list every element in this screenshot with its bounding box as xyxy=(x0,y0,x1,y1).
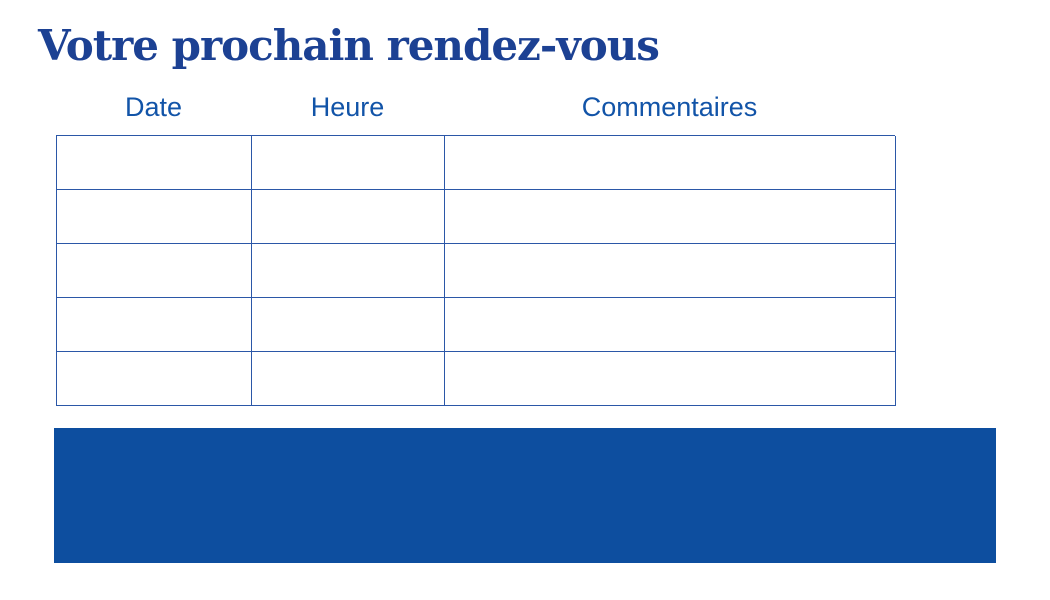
blue-banner xyxy=(54,428,996,563)
table-cell xyxy=(252,136,445,190)
table-cell xyxy=(57,298,252,352)
appointments-table xyxy=(56,135,896,406)
table-cell xyxy=(445,352,896,406)
column-header-heure: Heure xyxy=(310,91,385,122)
page-title: Votre prochain rendez-vous xyxy=(38,21,660,70)
table-cell xyxy=(252,298,445,352)
table-cell xyxy=(57,352,252,406)
table-cell xyxy=(445,298,896,352)
table-cell xyxy=(252,244,445,298)
table-cell xyxy=(252,190,445,244)
table-cell xyxy=(57,190,252,244)
table-column-headers: Date Heure Commentaires xyxy=(56,90,895,124)
table-cell xyxy=(445,136,896,190)
table-cell xyxy=(57,244,252,298)
table-cell xyxy=(445,190,896,244)
column-header-commentaires: Commentaires xyxy=(581,91,758,122)
table-cell xyxy=(252,352,445,406)
table-cell xyxy=(57,136,252,190)
table-cell xyxy=(445,244,896,298)
column-header-date: Date xyxy=(124,91,183,122)
